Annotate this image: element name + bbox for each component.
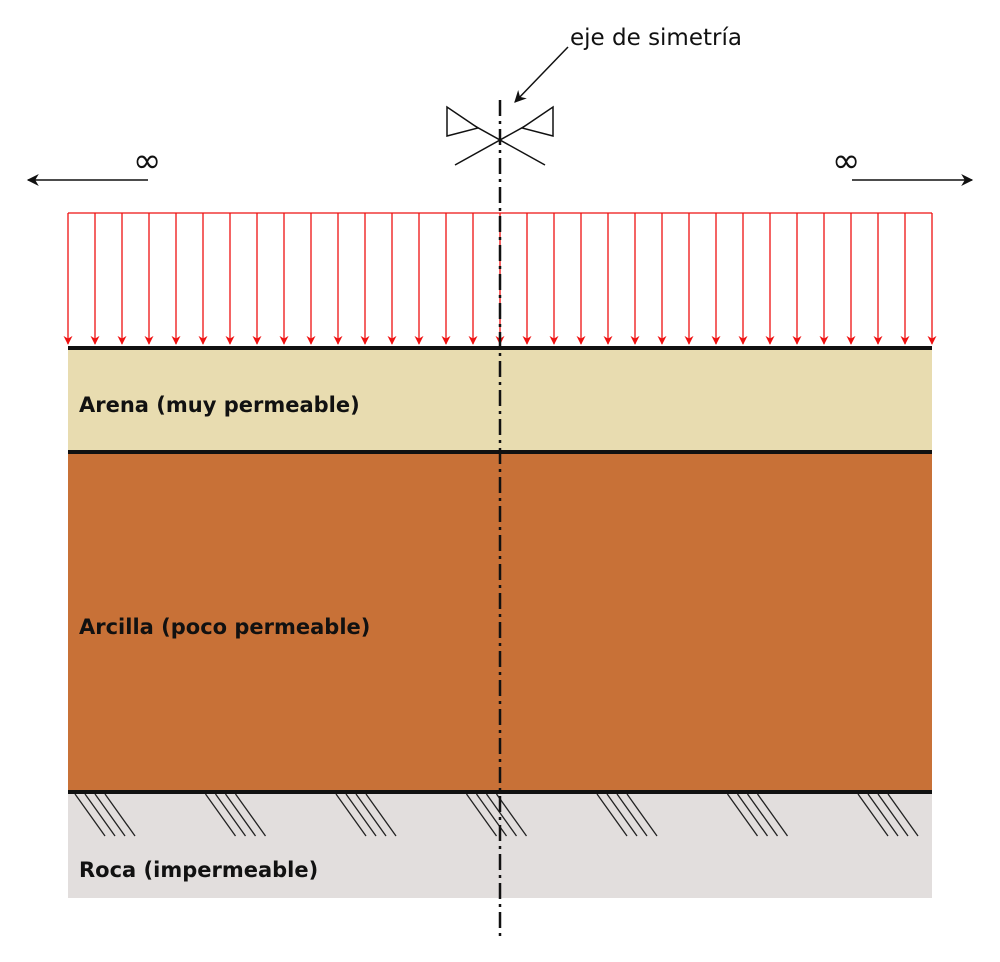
hatch-line	[746, 793, 779, 837]
hatch-line	[495, 793, 528, 837]
hatch-line	[104, 793, 136, 837]
hatch-line	[74, 793, 106, 837]
infinity-right-symbol: ∞	[832, 141, 860, 181]
hatch-line	[84, 793, 116, 837]
hatch-line	[596, 793, 628, 837]
symmetry-axis-label: eje de simetría	[570, 25, 742, 51]
hatch-line	[465, 793, 498, 837]
hatch-line	[335, 793, 367, 837]
hatch-line	[485, 793, 518, 837]
clay-layer-label: Arcilla (poco permeable)	[79, 615, 370, 639]
hatch-line	[204, 793, 237, 837]
hatch-group	[726, 793, 789, 837]
hatch-line	[345, 793, 377, 837]
symmetry-symbol	[446, 105, 554, 166]
hatch-line	[887, 793, 919, 837]
hatch-group	[465, 793, 528, 837]
hatch-group	[74, 793, 136, 837]
hatch-group	[335, 793, 397, 837]
rock-layer-label: Roca (impermeable)	[79, 858, 318, 882]
distributed-load	[63, 212, 937, 345]
hatch-line	[475, 793, 508, 837]
hatch-line	[867, 793, 899, 837]
infinity-left-symbol: ∞	[133, 141, 161, 181]
hatch-line	[626, 793, 658, 837]
hatch-line	[726, 793, 759, 837]
hatch-line	[616, 793, 648, 837]
hatch-line	[224, 793, 257, 837]
symmetry-pointer-arrow	[514, 46, 569, 103]
hatch-line	[94, 793, 126, 837]
hatch-group	[596, 793, 658, 837]
hatch-line	[736, 793, 769, 837]
hatch-line	[234, 793, 267, 837]
hatch-line	[214, 793, 247, 837]
hatch-line	[857, 793, 889, 837]
hatch-group	[204, 793, 267, 837]
hatch-group	[857, 793, 919, 837]
hatch-line	[365, 793, 397, 837]
hatch-line	[355, 793, 387, 837]
sand-layer-label: Arena (muy permeable)	[79, 393, 360, 417]
hatch-line	[606, 793, 638, 837]
hatch-line	[877, 793, 909, 837]
hatch-line	[756, 793, 789, 837]
rock-hatching	[74, 793, 919, 837]
